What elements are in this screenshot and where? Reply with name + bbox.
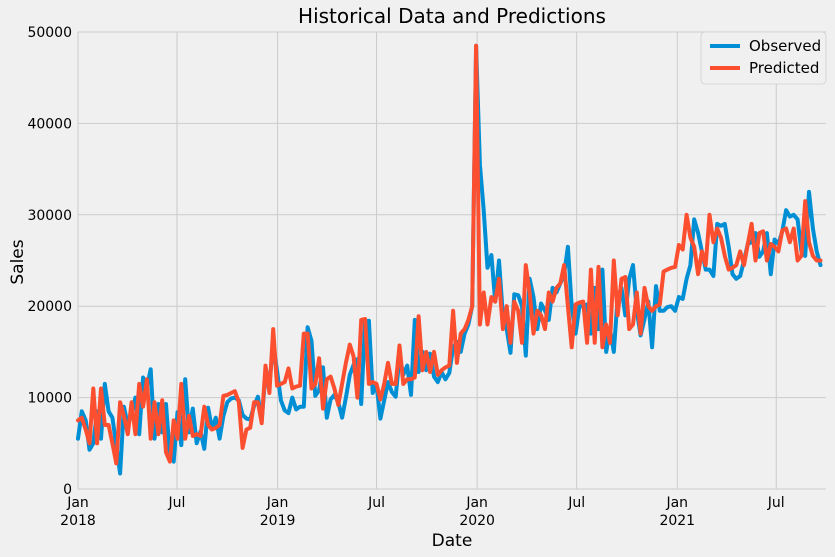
y-tick-label: 10000 <box>27 391 72 407</box>
legend: Observed Predicted <box>700 31 827 85</box>
series-line-predicted <box>76 43 823 466</box>
legend-label-predicted: Predicted <box>749 59 819 77</box>
y-tick-label: 20000 <box>27 299 72 315</box>
x-tick-label: Jan <box>665 495 688 511</box>
y-tick-label: 40000 <box>27 116 72 132</box>
series-lines <box>76 43 823 476</box>
x-tick-year-label: 2019 <box>260 513 296 529</box>
x-tick-label: Jul <box>168 495 186 511</box>
y-tick-label: 30000 <box>27 208 72 224</box>
x-tick-year-label: 2018 <box>60 513 96 529</box>
x-tick-label: Jan <box>266 495 289 511</box>
y-axis-label: Sales <box>8 239 28 284</box>
x-tick-year-label: 2021 <box>659 513 695 529</box>
y-tick-label: 0 <box>63 482 72 498</box>
x-tick-label: Jan <box>465 495 488 511</box>
x-tick-label: Jul <box>367 495 385 511</box>
x-tick-label: Jul <box>767 495 785 511</box>
y-axis-ticks: 0 10000 20000 30000 40000 50000 <box>27 25 72 498</box>
x-axis-ticks: Jan 2018 Jul Jan 2019 Jul Jan 2020 Jul Jan 2021 Jul <box>60 495 785 529</box>
x-tick-label: Jul <box>567 495 585 511</box>
legend-label-observed: Observed <box>749 37 821 55</box>
x-tick-year-label: 2020 <box>459 513 495 529</box>
y-tick-label: 50000 <box>27 25 72 41</box>
chart-title: Historical Data and Predictions <box>298 4 606 28</box>
x-axis-label: Date <box>432 531 473 551</box>
x-tick-label: Jan <box>66 495 89 511</box>
